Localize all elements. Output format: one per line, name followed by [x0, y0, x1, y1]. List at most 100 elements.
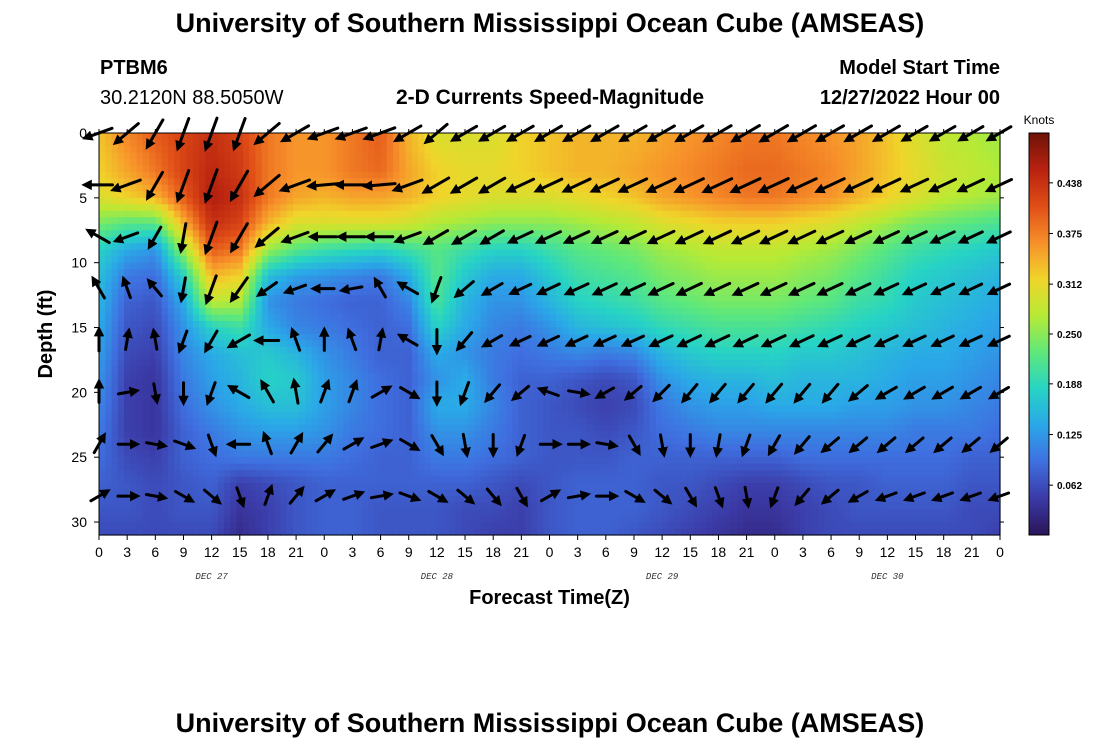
- heatmap-cell: [599, 243, 607, 251]
- heatmap-cell: [568, 275, 576, 283]
- heatmap-cell: [806, 243, 813, 251]
- heatmap-cell: [549, 269, 557, 277]
- heatmap-cell: [643, 204, 651, 212]
- heatmap-cell: [574, 171, 582, 179]
- heatmap-cell: [730, 204, 738, 212]
- heatmap-cell: [937, 158, 945, 167]
- heatmap-cell: [662, 269, 669, 277]
- heatmap-cell: [186, 256, 194, 264]
- heatmap-cell: [630, 236, 638, 244]
- heatmap-cell: [818, 243, 826, 251]
- heatmap-cell: [211, 191, 219, 199]
- heatmap-cell: [593, 308, 601, 316]
- heatmap-cell: [317, 295, 325, 303]
- heatmap-cell: [887, 197, 895, 205]
- heatmap-cell: [912, 145, 920, 154]
- heatmap-cell: [624, 346, 632, 355]
- heatmap-cell: [117, 314, 125, 322]
- heatmap-cell: [530, 275, 538, 283]
- heatmap-cell: [124, 152, 131, 160]
- heatmap-cell: [361, 152, 369, 160]
- heatmap-cell: [662, 133, 669, 141]
- heatmap-cell: [874, 158, 882, 167]
- heatmap-cell: [161, 230, 169, 238]
- heatmap-cell: [399, 230, 407, 238]
- heatmap-cell: [993, 158, 1001, 167]
- heatmap-cell: [799, 288, 807, 296]
- heatmap-cell: [624, 152, 632, 160]
- heatmap-cell: [536, 269, 544, 277]
- speed-heatmap: [99, 133, 1001, 536]
- heatmap-cell: [568, 321, 576, 329]
- heatmap-cell: [111, 178, 119, 186]
- heatmap-cell: [674, 139, 682, 147]
- heatmap-cell: [768, 321, 776, 329]
- heatmap-cell: [399, 158, 407, 167]
- heatmap-cell: [167, 171, 175, 179]
- heatmap-cell: [236, 295, 244, 303]
- heatmap-cell: [993, 256, 1001, 264]
- heatmap-cell: [643, 217, 651, 225]
- heatmap-cell: [461, 210, 469, 218]
- heatmap-cell: [292, 184, 300, 192]
- heatmap-cell: [436, 301, 444, 309]
- heatmap-cell: [699, 295, 707, 303]
- heatmap-cell: [424, 321, 432, 329]
- heatmap-cell: [361, 314, 369, 322]
- heatmap-cell: [949, 346, 957, 355]
- heatmap-cell: [474, 236, 482, 244]
- heatmap-cell: [687, 327, 695, 335]
- heatmap-cell: [856, 171, 863, 179]
- heatmap-cell: [205, 262, 213, 270]
- heatmap-cell: [874, 230, 882, 238]
- heatmap-cell: [324, 256, 332, 264]
- heatmap-cell: [899, 243, 907, 251]
- heatmap-cell: [812, 288, 820, 296]
- heatmap-cell: [186, 197, 194, 205]
- heatmap-cell: [468, 346, 476, 355]
- heatmap-cell: [424, 165, 432, 173]
- heatmap-cell: [480, 171, 488, 179]
- heatmap-cell: [924, 288, 932, 296]
- heatmap-cell: [249, 139, 257, 147]
- heatmap-cell: [774, 288, 782, 296]
- heatmap-cell: [881, 295, 888, 303]
- heatmap-cell: [774, 158, 782, 167]
- heatmap-cell: [987, 321, 995, 329]
- heatmap-cell: [149, 353, 156, 361]
- heatmap-cell: [637, 269, 644, 277]
- heatmap-cell: [624, 295, 632, 303]
- heatmap-cell: [643, 346, 651, 355]
- heatmap-cell: [543, 133, 551, 141]
- heatmap-cell: [574, 301, 582, 309]
- heatmap-cell: [117, 249, 125, 257]
- heatmap-cell: [724, 145, 732, 154]
- heatmap-cell: [524, 275, 532, 283]
- heatmap-cell: [680, 262, 688, 270]
- heatmap-cell: [130, 139, 138, 147]
- heatmap-cell: [574, 184, 582, 192]
- heatmap-cell: [699, 178, 707, 186]
- heatmap-cell: [774, 295, 782, 303]
- heatmap-cell: [418, 210, 425, 218]
- heatmap-cell: [361, 269, 369, 277]
- heatmap-cell: [968, 210, 976, 218]
- heatmap-cell: [386, 184, 394, 192]
- heatmap-cell: [831, 171, 838, 179]
- heatmap-cell: [355, 145, 363, 154]
- heatmap-cell: [349, 223, 357, 231]
- heatmap-cell: [993, 145, 1001, 154]
- heatmap-cell: [192, 158, 200, 167]
- heatmap-cell: [668, 210, 676, 218]
- heatmap-cell: [649, 171, 657, 179]
- heatmap-cell: [630, 210, 638, 218]
- heatmap-cell: [730, 256, 738, 264]
- heatmap-cell: [568, 249, 576, 257]
- heatmap-cell: [386, 334, 394, 342]
- heatmap-cell: [543, 275, 551, 283]
- heatmap-cell: [136, 295, 144, 303]
- heatmap-cell: [274, 184, 282, 192]
- heatmap-cell: [324, 301, 332, 309]
- heatmap-cell: [693, 223, 701, 231]
- heatmap-cell: [511, 275, 519, 283]
